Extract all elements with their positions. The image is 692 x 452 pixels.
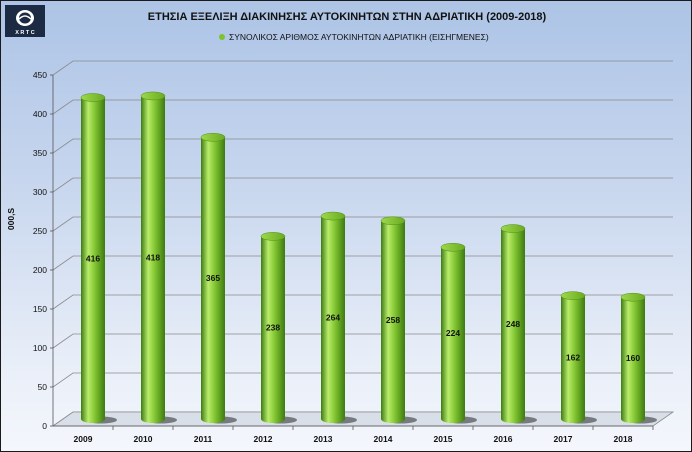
xrtc-logo: X R T C <box>5 5 45 37</box>
y-tick-label: 350 <box>33 148 47 158</box>
x-tick-label: 2012 <box>254 434 273 444</box>
bar: 238 <box>260 232 297 424</box>
data-label: 238 <box>266 323 280 333</box>
bar-top <box>140 91 166 101</box>
x-axis-ticks: 2009 2010 2011 2012 2013 2014 2015 2016 2017 2018 <box>74 426 654 444</box>
data-label: 258 <box>386 315 400 325</box>
bar: 418 <box>140 91 177 424</box>
bar-body <box>81 97 105 424</box>
gridline <box>52 177 673 193</box>
bar: 160 <box>620 292 657 424</box>
y-tick-label: 300 <box>33 187 47 197</box>
bar-body <box>201 137 225 424</box>
bar-body <box>261 236 285 423</box>
bar-body <box>381 220 405 423</box>
bar: 162 <box>560 291 597 424</box>
data-label: 162 <box>566 352 580 362</box>
y-tick-label: 100 <box>33 343 47 353</box>
bar: 258 <box>380 216 417 424</box>
bars: 416 418 365 238 264 258 224 248 162 160 <box>80 91 657 424</box>
bar-top <box>200 133 226 142</box>
gridline <box>52 60 673 76</box>
bar: 365 <box>200 133 237 424</box>
bar-top <box>620 292 646 302</box>
gridline <box>52 255 673 271</box>
gridline <box>52 138 673 154</box>
legend: ΣΥΝΟΛΙΚΟΣ ΑΡΙΘΜΟΣ ΑΥΤΟΚΙΝΗΤΩΝ ΑΔΡΙΑΤΙΚΗ … <box>219 32 489 42</box>
bar-top <box>80 93 106 102</box>
bar-body <box>441 247 465 423</box>
y-tick-label: 200 <box>33 265 47 275</box>
x-tick-label: 2014 <box>374 434 393 444</box>
gridline <box>52 216 673 232</box>
data-label: 224 <box>446 328 460 338</box>
bar-top <box>380 216 406 226</box>
x-tick-label: 2015 <box>434 434 453 444</box>
y-tick-label: 400 <box>33 109 47 119</box>
bar: 416 <box>80 93 117 424</box>
y-tick-label: 0 <box>42 421 47 431</box>
y-tick-label: 450 <box>33 70 47 80</box>
bar-body <box>561 295 585 423</box>
data-label: 416 <box>86 253 100 263</box>
x-tick-label: 2017 <box>554 434 573 444</box>
y-tick-label: 150 <box>33 304 47 314</box>
x-tick-label: 2013 <box>314 434 333 444</box>
x-tick-label: 2011 <box>194 434 213 444</box>
x-tick-label: 2016 <box>494 434 513 444</box>
gridline <box>52 372 673 388</box>
gridline <box>52 99 673 115</box>
bar-top <box>500 224 526 233</box>
bar-body <box>321 216 345 423</box>
bar-top <box>560 291 586 300</box>
bar: 248 <box>500 224 537 424</box>
gridline <box>52 294 673 310</box>
y-tick-label: 250 <box>33 226 47 236</box>
bar-top <box>260 232 286 241</box>
bar-body <box>501 228 525 423</box>
bar-body <box>141 95 165 424</box>
y-tick-label: 50 <box>38 382 48 392</box>
chart-title: ΕΤΗΣΙΑ ΕΞΕΛΙΞΗ ΔΙΑΚΙΝΗΣΗΣ ΑΥΤΟΚΙΝΗΤΩΝ ΣΤ… <box>148 11 547 23</box>
y-axis-label: 000,S <box>6 208 16 231</box>
bar: 264 <box>320 211 357 424</box>
legend-marker <box>219 34 225 40</box>
y-axis-ticks: 0 50 100 150 200 250 300 350 400 450 <box>33 70 53 431</box>
x-tick-label: 2010 <box>134 434 153 444</box>
bar-top <box>440 243 466 252</box>
data-label: 160 <box>626 353 640 363</box>
data-label: 365 <box>206 273 220 283</box>
x-tick-label: 2009 <box>74 434 93 444</box>
data-label: 264 <box>326 313 340 323</box>
bar-body <box>621 297 645 423</box>
bar-top <box>320 211 346 221</box>
svg-text:X R T C: X R T C <box>15 30 35 36</box>
bar: 224 <box>440 243 477 424</box>
data-label: 248 <box>506 319 520 329</box>
x-tick-label: 2018 <box>614 434 633 444</box>
data-label: 418 <box>146 252 160 262</box>
legend-label: ΣΥΝΟΛΙΚΟΣ ΑΡΙΘΜΟΣ ΑΥΤΟΚΙΝΗΤΩΝ ΑΔΡΙΑΤΙΚΗ … <box>229 32 489 42</box>
gridline <box>52 333 673 349</box>
